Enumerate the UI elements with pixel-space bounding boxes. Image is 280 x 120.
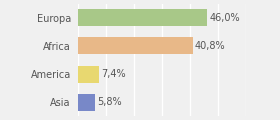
Bar	[78, 66, 99, 83]
Bar	[78, 9, 207, 26]
Bar	[78, 37, 193, 54]
Text: 7,4%: 7,4%	[101, 69, 126, 79]
Text: 40,8%: 40,8%	[195, 41, 225, 51]
Bar	[78, 94, 95, 111]
Text: 46,0%: 46,0%	[209, 13, 240, 23]
Text: 5,8%: 5,8%	[97, 97, 122, 107]
